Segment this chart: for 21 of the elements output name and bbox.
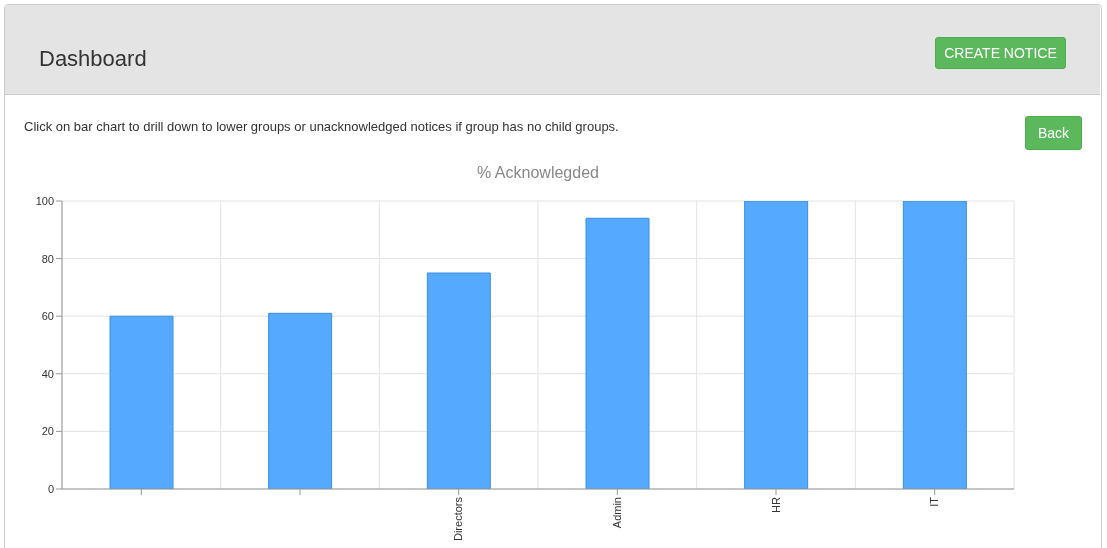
x-tick-label: Directors: [452, 496, 465, 542]
y-tick-label: 20: [41, 425, 54, 438]
x-tick-label: IT: [928, 496, 941, 507]
chart-title: % Acknowlegded: [476, 164, 600, 182]
bar: [585, 217, 650, 489]
y-tick-label: 40: [41, 367, 54, 380]
y-tick-label: 80: [41, 252, 54, 265]
bar: [744, 201, 809, 489]
create-button: CREATE NOTICE: [935, 37, 1066, 69]
bar: [109, 315, 174, 489]
text: Dashboard: [39, 46, 147, 72]
back-button: Back: [1025, 116, 1082, 150]
bar: [426, 272, 491, 489]
text: Click on bar chart to drill down to lower groups or unacknowledged notices if group has no child groups.: [24, 119, 619, 134]
x-tick-label: HR: [769, 496, 782, 513]
y-tick-label: 0: [47, 482, 54, 495]
bar: [902, 201, 967, 489]
y-tick-label: 60: [41, 310, 54, 323]
x-tick-label: Admin: [611, 497, 624, 529]
y-tick-label: 100: [35, 194, 54, 207]
bar: [268, 312, 333, 489]
